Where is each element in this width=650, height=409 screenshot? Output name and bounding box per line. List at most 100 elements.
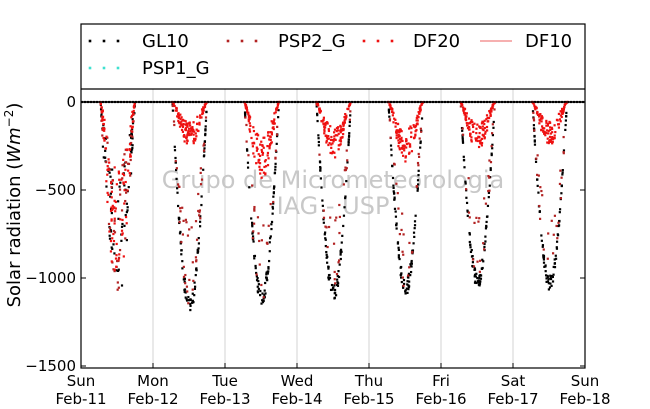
gl10-point [336, 274, 339, 278]
gl10-point [547, 282, 550, 285]
gl10-point [395, 222, 398, 225]
gl10-point [546, 274, 549, 278]
gl10-point [536, 178, 539, 181]
psp2-g-point [117, 286, 120, 289]
df20-point [119, 218, 122, 221]
gl10-point [417, 169, 420, 172]
psp2-g-point [108, 227, 112, 230]
df20-point [323, 132, 326, 135]
gl10-point [487, 196, 490, 199]
df20-point [560, 111, 563, 114]
df20-point [244, 105, 247, 108]
gl10-point [394, 210, 397, 213]
psp2-g-point [395, 182, 398, 185]
psp2-g-point [190, 226, 193, 229]
df20-point [342, 133, 345, 136]
psp2-g-point [327, 225, 331, 229]
psp2-g-point [116, 288, 119, 291]
watermark-line-1: Grupo de Micrometeorologia [162, 166, 504, 194]
df20-point [325, 139, 328, 143]
df20-point [553, 134, 556, 137]
gl10-point [316, 114, 319, 117]
gl10-point [397, 248, 400, 252]
gl10-point [476, 280, 480, 283]
gl10-point [195, 269, 198, 272]
gl10-point [466, 209, 469, 212]
psp2-g-point [335, 216, 338, 219]
gl10-point [533, 135, 536, 138]
df20-point [191, 126, 194, 129]
df20-point [561, 109, 564, 112]
legend-psp1-g-marker [116, 66, 120, 70]
gl10-point [180, 253, 183, 256]
df20-point [551, 140, 554, 143]
psp2-g-point [123, 153, 126, 156]
gl10-point [202, 155, 206, 158]
df20-point [478, 131, 481, 135]
df20-point [277, 102, 280, 105]
df20-point [121, 172, 124, 175]
gl10-point [410, 262, 413, 265]
gl10-point [131, 144, 134, 147]
gl10-point [337, 282, 340, 285]
gl10-point [187, 299, 191, 302]
gl10-point [397, 246, 400, 249]
gl10-point [564, 123, 567, 127]
gl10-point [342, 224, 345, 228]
df20-point [485, 118, 488, 121]
df20-point [203, 104, 207, 107]
gl10-point [324, 231, 327, 234]
df20-point [559, 114, 562, 117]
df20-point [476, 123, 479, 126]
gl10-point [115, 269, 118, 272]
gl10-point [389, 144, 393, 147]
gl10-point [490, 152, 493, 155]
gl10-point [547, 288, 550, 291]
df20-point [398, 138, 401, 141]
psp2-g-point [175, 167, 178, 170]
df20-point [247, 111, 250, 114]
df20-point [183, 134, 186, 137]
gl10-point [548, 286, 552, 289]
df20-point [106, 200, 109, 204]
psp2-g-point [124, 199, 127, 203]
df20-point [330, 152, 334, 155]
df20-point [264, 159, 267, 162]
gl10-point [264, 281, 267, 285]
gl10-point [545, 280, 548, 284]
gl10-point [484, 235, 487, 238]
df20-point [412, 124, 415, 127]
df20-point [196, 115, 199, 118]
gl10-point [203, 147, 206, 150]
df20-point [110, 260, 113, 263]
df20-point [259, 143, 262, 146]
gl10-point [482, 260, 485, 263]
gl10-point [130, 132, 133, 135]
psp2-g-point [129, 174, 132, 177]
df20-point [263, 160, 267, 163]
gl10-point [551, 275, 554, 279]
psp2-g-point [125, 191, 128, 194]
gl10-point [120, 284, 124, 287]
df20-point [466, 124, 469, 127]
gl10-point [334, 294, 338, 297]
y-axis-label-exponent: −2 [2, 110, 16, 128]
df20-point [398, 130, 401, 134]
gl10-point [477, 281, 480, 284]
gl10-point [537, 191, 540, 194]
gl10-point [112, 243, 115, 246]
df20-point [465, 112, 468, 115]
gl10-point [461, 140, 465, 143]
psp2-g-point [346, 159, 349, 162]
gl10-point [324, 237, 327, 240]
df20-point [267, 157, 270, 160]
gl10-point [272, 191, 275, 194]
psp2-g-point [329, 216, 332, 219]
gl10-point [342, 214, 346, 217]
gl10-point [271, 207, 275, 210]
gl10-point [131, 128, 134, 131]
df20-point [109, 239, 113, 243]
gl10-point [339, 250, 343, 253]
x-tick-label-day: Mon [137, 372, 169, 390]
df20-point [470, 119, 473, 122]
